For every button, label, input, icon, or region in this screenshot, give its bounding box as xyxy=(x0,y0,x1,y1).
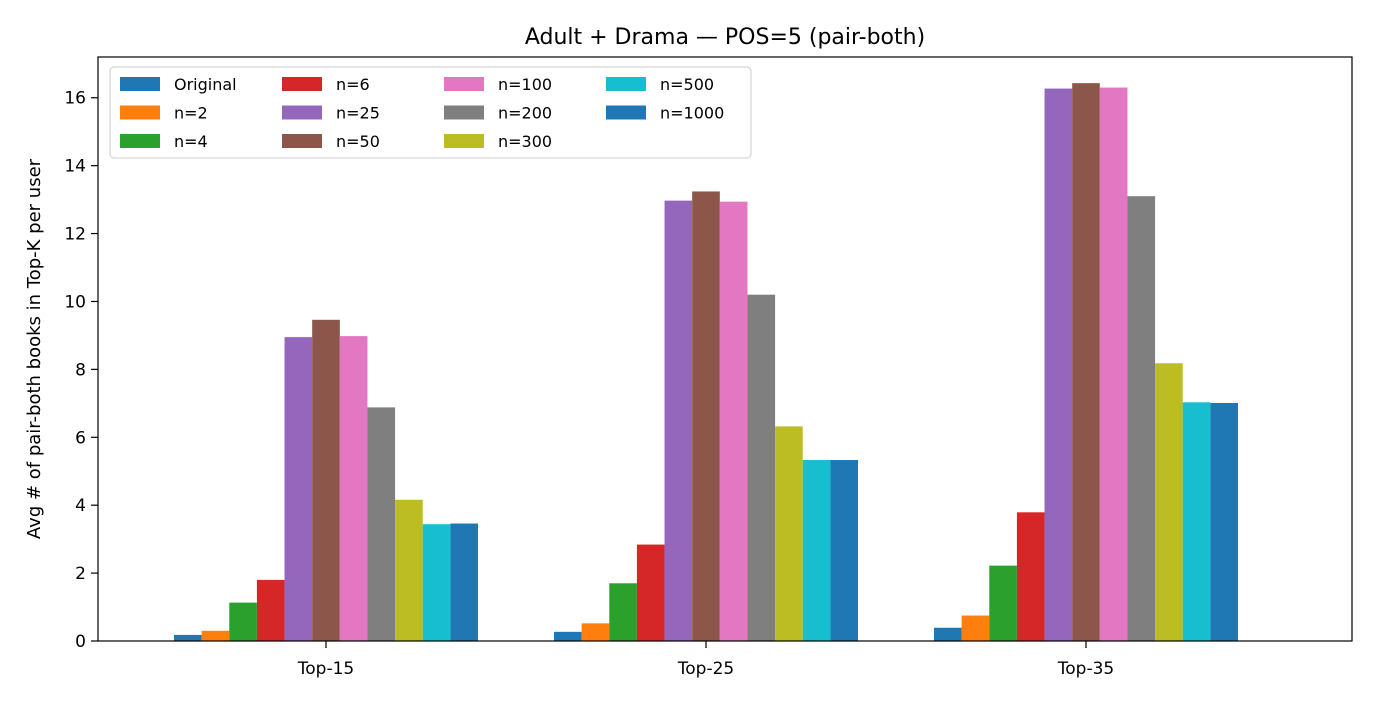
legend-label: n=100 xyxy=(498,75,552,94)
bar xyxy=(1072,83,1100,642)
legend-swatch xyxy=(282,77,322,91)
bar xyxy=(609,583,637,641)
bar xyxy=(664,200,693,641)
legend-box xyxy=(109,66,752,159)
y-tick-label: 6 xyxy=(75,428,86,448)
legend-swatch xyxy=(606,105,646,120)
bar xyxy=(636,544,665,641)
legend-label: n=300 xyxy=(498,132,552,151)
x-tick-label: Top-25 xyxy=(677,659,734,679)
bar xyxy=(1044,88,1073,642)
bar xyxy=(1155,363,1183,641)
bar xyxy=(830,460,858,641)
bar xyxy=(284,337,313,641)
chart-title: Adult + Drama — POS=5 (pair-both) xyxy=(525,25,925,50)
bar xyxy=(581,623,610,641)
x-tick-label: Top-15 xyxy=(297,659,354,679)
bar xyxy=(395,499,423,641)
bar xyxy=(312,319,340,641)
bar xyxy=(775,426,803,641)
bar xyxy=(1182,402,1211,641)
legend: Original n=2 n=4 n=6 n=25 n=50 n=100 n=200 n=300… xyxy=(109,66,752,159)
y-tick-label: 4 xyxy=(75,496,86,516)
y-tick-label: 14 xyxy=(64,157,86,177)
y-tick-label: 16 xyxy=(64,89,86,109)
bar xyxy=(802,460,831,641)
y-tick-label: 2 xyxy=(75,564,86,584)
legend-label: n=500 xyxy=(660,75,714,94)
legend-swatch xyxy=(120,134,160,148)
y-tick-label: 8 xyxy=(75,360,86,380)
bar xyxy=(201,630,230,641)
legend-swatch xyxy=(282,134,322,148)
bar xyxy=(339,336,368,641)
bar xyxy=(554,631,582,641)
legend-label: n=1000 xyxy=(660,104,724,123)
bar xyxy=(1016,512,1045,641)
y-tick-label: 12 xyxy=(64,225,86,245)
legend-swatch xyxy=(444,134,484,148)
bar xyxy=(450,523,478,641)
y-axis-label: Avg # of pair-both books in Top-K per us… xyxy=(24,158,45,539)
bar xyxy=(747,294,776,641)
bar xyxy=(229,602,257,641)
legend-label: n=50 xyxy=(336,132,380,151)
bar xyxy=(719,201,748,642)
x-tick-label: Top-35 xyxy=(1057,659,1114,679)
legend-label: n=6 xyxy=(336,75,370,94)
bar xyxy=(256,579,285,641)
legend-label: n=200 xyxy=(498,104,552,123)
bar xyxy=(989,565,1017,641)
bar xyxy=(174,634,202,641)
axes-group: 0 2 4 6 8 10 12 14 16 Top-15 Top-25 Top-35 xyxy=(64,56,1353,679)
legend-label: n=4 xyxy=(174,132,208,151)
bar xyxy=(961,615,990,641)
legend-label: n=25 xyxy=(336,104,380,123)
bar xyxy=(1210,402,1238,641)
legend-label: Original xyxy=(174,75,237,94)
y-tick-label: 0 xyxy=(75,632,86,652)
bar xyxy=(692,191,720,641)
bar xyxy=(1127,196,1156,642)
legend-label: n=2 xyxy=(174,104,208,123)
plot-frame xyxy=(97,56,1353,642)
bar xyxy=(422,524,451,641)
legend-swatch xyxy=(120,105,160,120)
legend-swatch xyxy=(444,105,484,120)
legend-swatch xyxy=(282,105,322,120)
bar xyxy=(1099,87,1128,642)
legend-swatch xyxy=(606,77,646,91)
legend-swatch xyxy=(120,77,160,91)
legend-swatch xyxy=(444,77,484,91)
bar xyxy=(934,627,962,641)
bar xyxy=(367,407,396,641)
bars-group xyxy=(174,83,1238,642)
y-tick-label: 10 xyxy=(64,292,86,312)
